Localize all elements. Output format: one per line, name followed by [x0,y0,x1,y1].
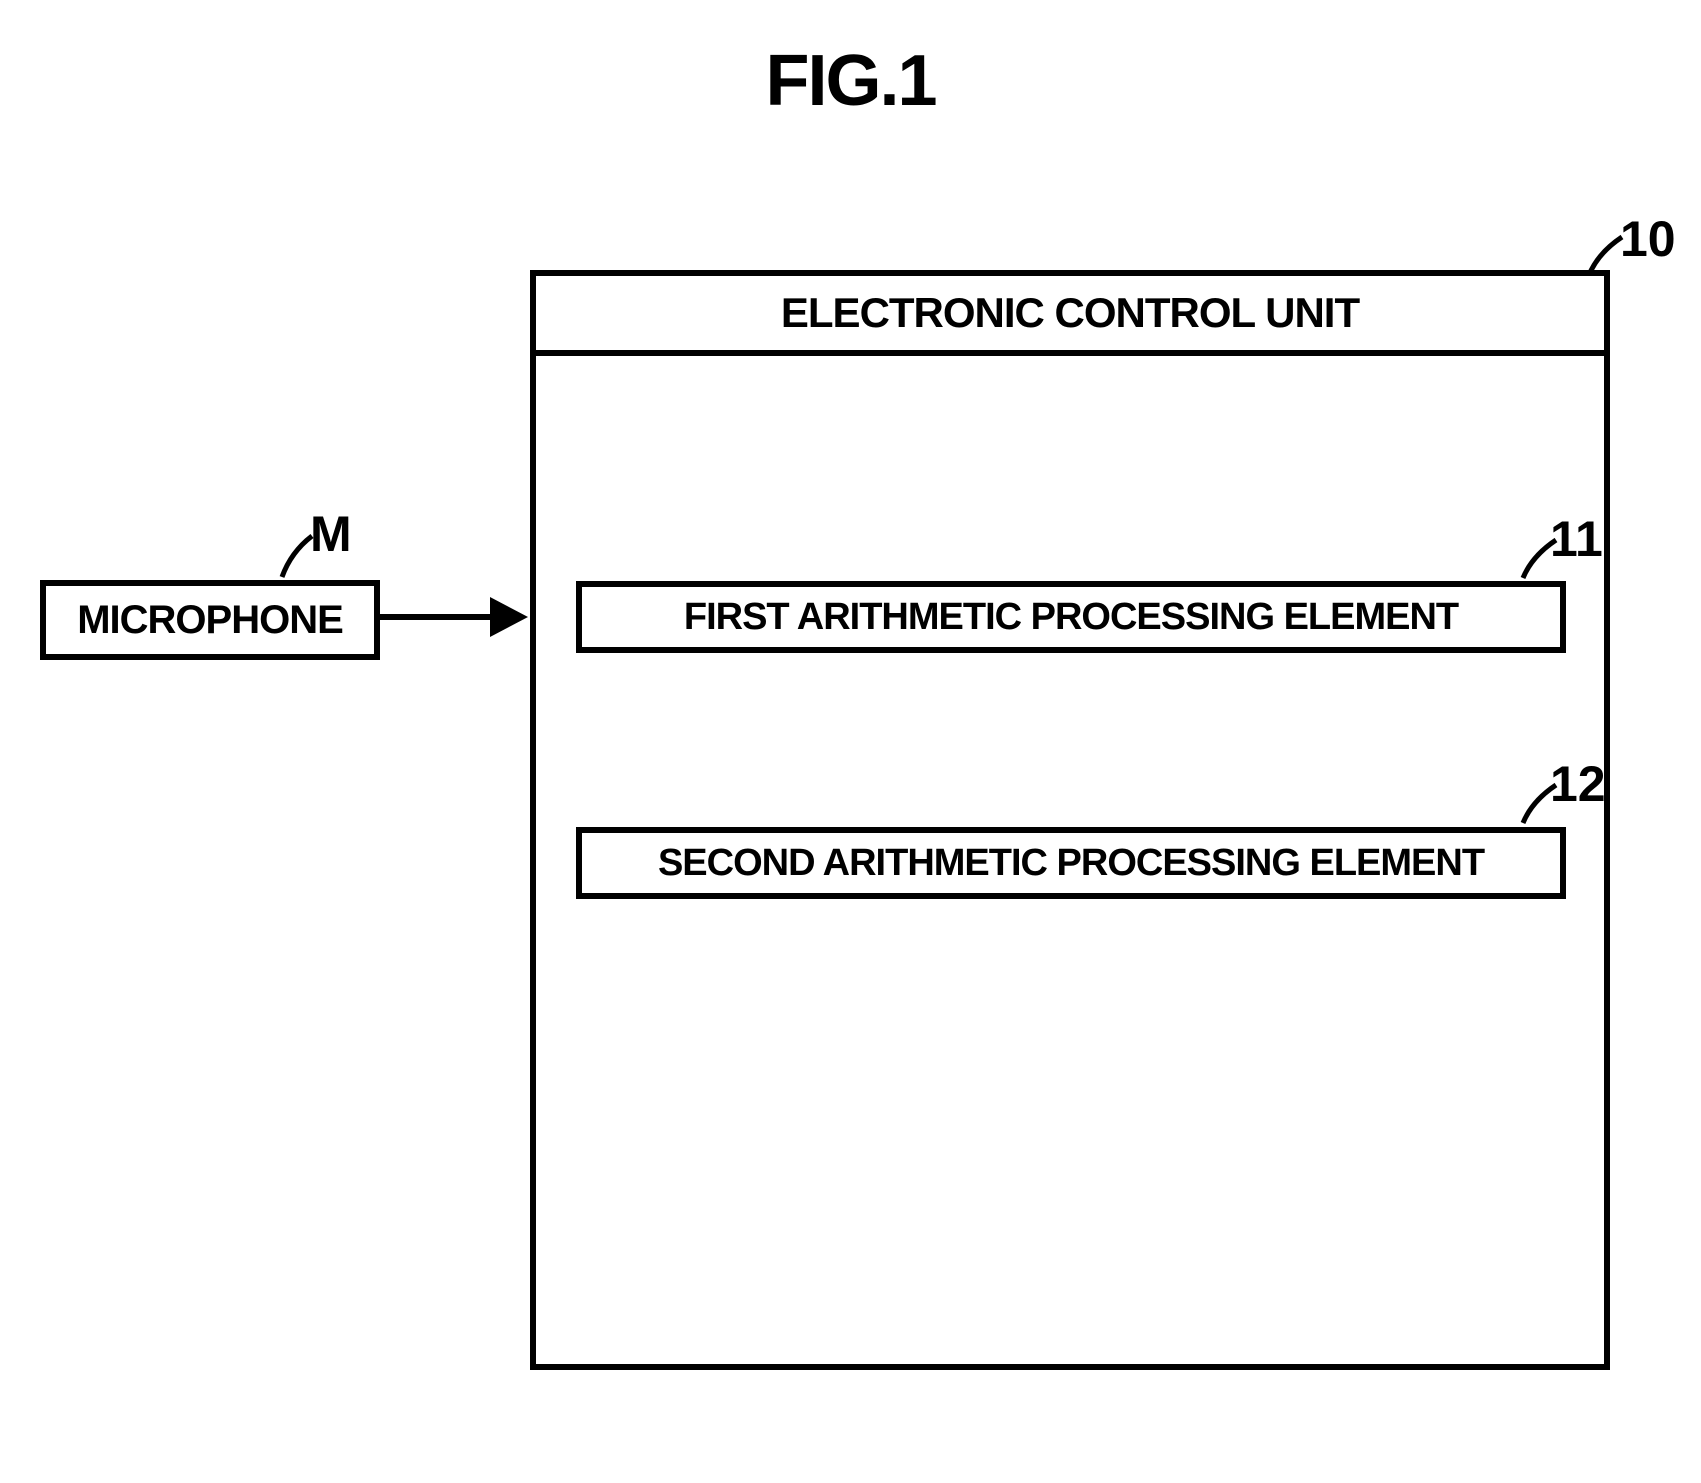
box1-ref: 11 [1550,510,1603,568]
microphone-label: MICROPHONE [77,598,343,643]
first-element-label: FIRST ARITHMETIC PROCESSING ELEMENT [684,596,1458,639]
box2-ref: 12 [1550,755,1606,813]
ecu-title-bar: ELECTRONIC CONTROL UNIT [536,276,1604,356]
ecu-ref: 10 [1620,210,1676,268]
arrow-shaft [380,614,500,620]
ecu-box: ELECTRONIC CONTROL UNIT FIRST ARITHMETIC… [530,270,1610,1370]
second-element-label: SECOND ARITHMETIC PROCESSING ELEMENT [658,842,1484,885]
figure-title: FIG.1 [765,40,935,122]
second-element-box: SECOND ARITHMETIC PROCESSING ELEMENT [576,827,1566,899]
microphone-box: MICROPHONE [40,580,380,660]
microphone-ref: M [310,505,352,563]
arrow-head [490,597,528,637]
ecu-title: ELECTRONIC CONTROL UNIT [781,289,1359,337]
first-element-box: FIRST ARITHMETIC PROCESSING ELEMENT [576,581,1566,653]
